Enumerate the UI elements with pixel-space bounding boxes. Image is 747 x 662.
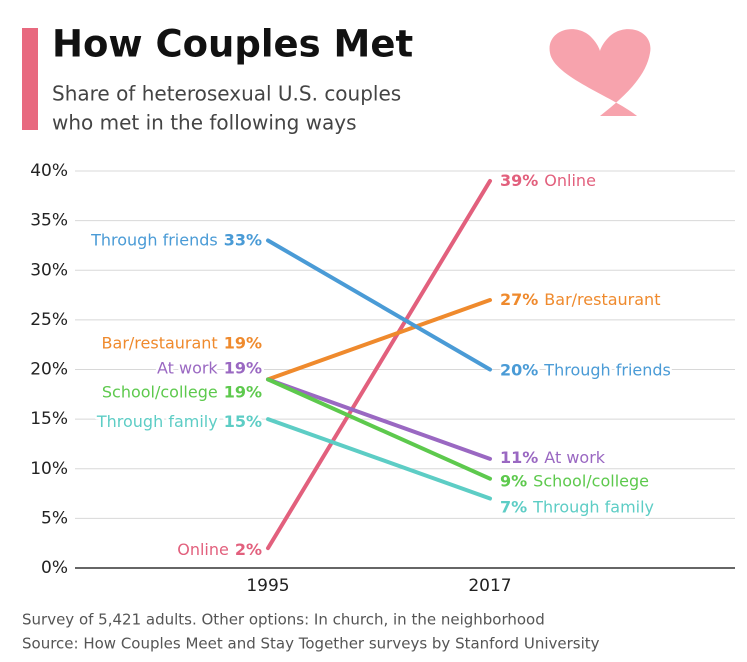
y-tick-label: 40%	[30, 161, 68, 181]
value-label: 39%	[500, 170, 538, 189]
series-name: Through family	[532, 497, 654, 516]
y-tick-label: 25%	[30, 310, 68, 330]
series-line	[266, 377, 492, 481]
x-tick-label: 1995	[246, 576, 289, 596]
end-label: 11% At work	[500, 447, 606, 466]
end-label: 39% Online	[500, 170, 596, 189]
start-label: School/college 19%	[102, 382, 262, 401]
chart-subtitle: Share of heterosexual U.S. couples	[52, 82, 401, 106]
chart-title: How Couples Met	[52, 23, 413, 66]
series-line	[266, 377, 492, 461]
series-name: Online	[177, 540, 229, 559]
y-tick-label: 15%	[30, 409, 68, 429]
start-label: Through family 15%	[96, 412, 262, 431]
value-label: 33%	[224, 230, 262, 249]
series-name: School/college	[533, 471, 649, 490]
start-label: Online 2%	[177, 540, 262, 559]
y-tick-label: 5%	[41, 508, 68, 528]
series-name: School/college	[102, 382, 218, 401]
y-tick-label: 10%	[30, 459, 68, 479]
start-label: Bar/restaurant 19%	[102, 333, 262, 352]
y-tick-label: 35%	[30, 211, 68, 231]
y-tick-label: 20%	[30, 360, 68, 380]
value-label: 2%	[235, 540, 262, 559]
value-label: 19%	[224, 333, 262, 352]
start-label: At work 19%	[157, 358, 262, 377]
value-label: 19%	[224, 358, 262, 377]
series-name: Online	[544, 170, 596, 189]
value-label: 27%	[500, 290, 538, 309]
series-name: Through friends	[543, 360, 671, 379]
series-name: Through family	[96, 412, 218, 431]
series-line	[266, 298, 492, 382]
series-line	[266, 417, 492, 501]
series-line	[266, 238, 492, 372]
y-tick-label: 0%	[41, 558, 68, 578]
value-label: 15%	[224, 412, 262, 431]
value-label: 19%	[224, 382, 262, 401]
end-label: 7% Through family	[500, 497, 654, 516]
source: Source: How Couples Meet and Stay Togeth…	[22, 635, 600, 653]
series-name: Through friends	[90, 230, 218, 249]
heart-icon	[549, 29, 651, 116]
y-tick-label: 30%	[30, 260, 68, 280]
series-name: Bar/restaurant	[102, 333, 218, 352]
start-label: Through friends 33%	[90, 230, 262, 249]
series-name: At work	[157, 358, 218, 377]
end-label: 20% Through friends	[500, 360, 671, 379]
value-label: 9%	[500, 471, 527, 490]
series-line	[266, 178, 492, 551]
series-name: Bar/restaurant	[544, 290, 660, 309]
x-tick-label: 2017	[468, 576, 511, 596]
value-label: 11%	[500, 447, 538, 466]
chart-subtitle: who met in the following ways	[52, 111, 357, 135]
series-name: At work	[544, 447, 605, 466]
note: Survey of 5,421 adults. Other options: I…	[22, 611, 545, 629]
value-label: 7%	[500, 497, 527, 516]
value-label: 20%	[500, 360, 538, 379]
title-accent	[22, 28, 38, 130]
end-label: 9% School/college	[500, 471, 649, 490]
end-label: 27% Bar/restaurant	[500, 290, 660, 309]
